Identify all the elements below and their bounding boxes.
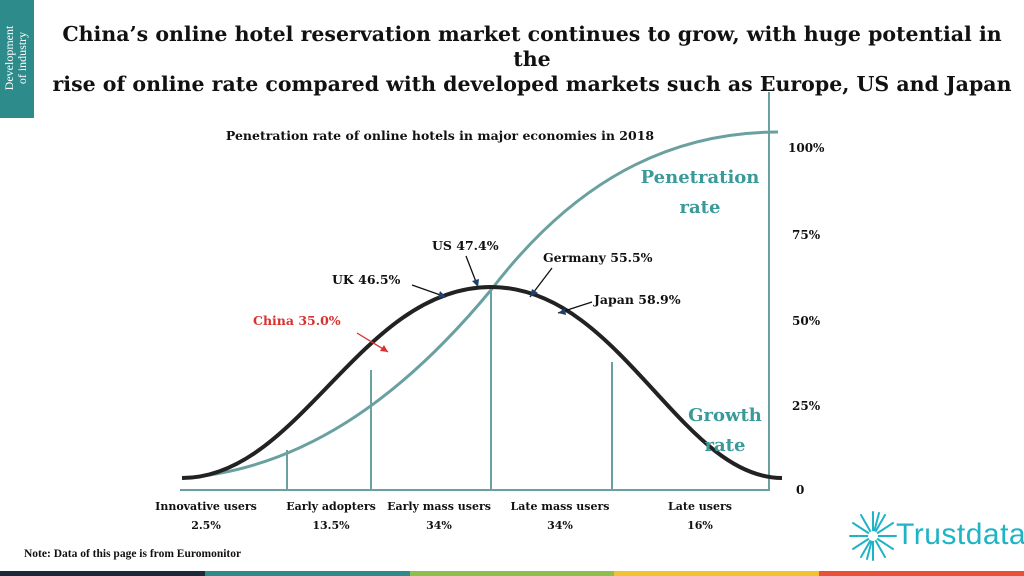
footer-stripe	[614, 571, 820, 576]
marker-label-us: US 47.4%	[432, 238, 499, 253]
footer-stripe	[0, 571, 205, 576]
segment-labels: Innovative users 2.5% Early adopters 13.…	[155, 500, 732, 532]
y-tick-label: 0	[796, 483, 804, 497]
marker-label-uk: UK 46.5%	[332, 272, 401, 287]
segment-share: 34%	[547, 519, 573, 532]
footer-stripe	[409, 571, 615, 576]
series-label-growth-1: Growth	[688, 405, 762, 426]
y-tick-label: 75%	[792, 228, 821, 242]
marker-label-germany: Germany 55.5%	[543, 250, 653, 265]
brand-logo: Trustdata	[848, 508, 1024, 564]
segment-label: Early adopters	[286, 500, 376, 513]
arrowhead	[380, 345, 388, 352]
series-label-growth-2: rate	[705, 435, 746, 456]
series-label-penetration-2: rate	[680, 197, 721, 218]
series-penetration-line	[181, 130, 779, 480]
segment-label: Early mass users	[387, 500, 491, 513]
country-markers: China 35.0% UK 46.5% US 47.4% Germany 55…	[253, 238, 681, 328]
segment-label: Late mass users	[511, 500, 610, 513]
footer-stripe	[819, 571, 1024, 576]
section-tab: Development of industry	[0, 0, 34, 118]
page-title: China’s online hotel reservation market …	[52, 22, 1012, 97]
marker-label-china: China 35.0%	[253, 313, 341, 328]
segment-share: 16%	[687, 519, 713, 532]
y-tick-labels: 100% 75% 50% 25% 0	[788, 141, 825, 497]
brand-name: Trustdata	[896, 518, 1024, 551]
segment-share: 2.5%	[191, 519, 221, 532]
series-label-penetration-1: Penetration	[641, 167, 760, 188]
segment-label: Late users	[668, 500, 732, 513]
y-tick-label: 25%	[792, 399, 821, 413]
page-title-line1: China’s online hotel reservation market …	[62, 22, 1002, 71]
footer-color-bar	[0, 571, 1024, 576]
footer-stripe	[204, 571, 410, 576]
segment-share: 34%	[426, 519, 452, 532]
marker-label-japan: Japan 58.9%	[593, 292, 681, 307]
y-tick-label: 100%	[788, 141, 825, 155]
arrowhead	[530, 289, 538, 297]
segment-label: Innovative users	[155, 500, 257, 513]
source-note: Note: Data of this page is from Euromoni…	[24, 548, 242, 560]
arrowhead	[472, 279, 479, 287]
arrowhead	[438, 291, 446, 298]
y-tick-label: 50%	[792, 314, 821, 328]
segment-lines	[286, 287, 613, 490]
series-growth-line	[181, 284, 783, 480]
sunburst-logo-icon	[849, 511, 897, 561]
arrowhead	[558, 308, 566, 315]
marker-arrows	[356, 255, 593, 353]
chart-subtitle: Penetration rate of online hotels in maj…	[226, 128, 654, 143]
segment-share: 13.5%	[312, 519, 350, 532]
series-labels: Penetration rate Growth rate	[641, 167, 762, 456]
page-title-line2: rise of online rate compared with develo…	[52, 72, 1012, 96]
